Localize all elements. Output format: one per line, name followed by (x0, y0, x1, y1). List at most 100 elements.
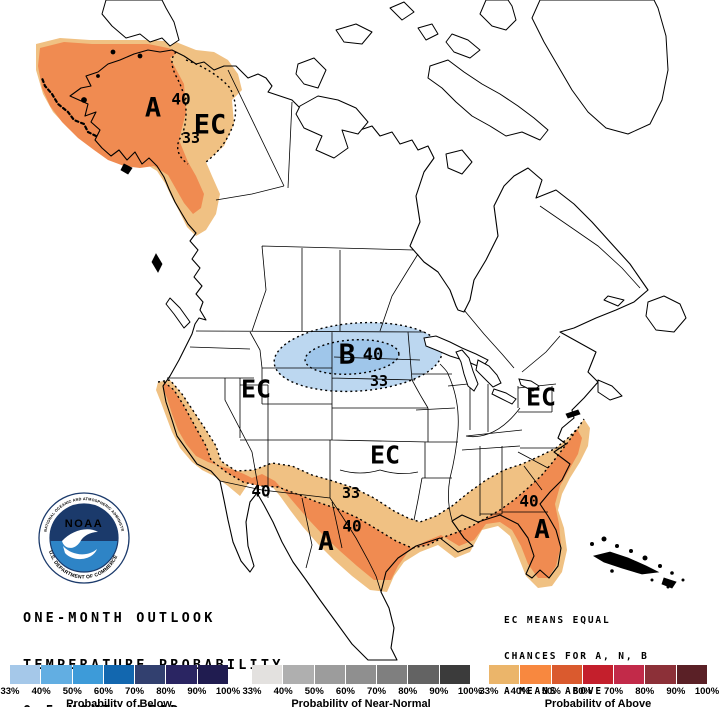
map-label-EC: EC (370, 441, 400, 470)
colorbar-tick-label: 50% (304, 686, 324, 697)
colorbar-segment (377, 665, 408, 684)
colorbar-ticks: 33% 40% 50% 60% 70% 80% 90% 100% (242, 684, 482, 697)
colorbar-segment (676, 665, 707, 684)
colorbar-below: 33% 40% 50% 60% 70% 80% 90% 100% Probability of… (0, 665, 240, 707)
nova-scotia (597, 379, 623, 401)
map-label-EC: EC (194, 110, 227, 141)
colorbar-tick-label: 50% (62, 686, 82, 697)
colorbar-tick-label: 70% (604, 686, 624, 697)
colorbar-segments (10, 665, 228, 684)
mainland-coastline (69, 49, 649, 661)
colorbar-tick-label: 100% (215, 686, 241, 697)
colorbar-tick-label: 100% (694, 686, 719, 697)
map-label-A: A (145, 93, 161, 124)
colorbar-tick-label: 100% (457, 686, 483, 697)
map-label-40: 40 (363, 345, 383, 365)
contour-alaska-40 (171, 51, 189, 165)
colorbar-tick-label: 90% (666, 686, 686, 697)
colorbar-near-normal: 33% 40% 50% 60% 70% 80% 90% 100% Probability of… (242, 665, 482, 707)
colorbar-tick-label: 50% (541, 686, 561, 697)
contour-south-40 (163, 381, 578, 549)
colorbar-segment (72, 665, 103, 684)
colorbar-ticks: 33% 40% 50% 60% 70% 80% 90% 100% (479, 684, 719, 697)
title-line: 0.5 MONTH LEAD (23, 703, 284, 707)
region-south-above-40 (163, 382, 582, 580)
vancouver-island (165, 297, 191, 329)
contour-alaska-33 (185, 59, 237, 163)
region-plains-below-40 (305, 339, 399, 375)
seagull-icon (62, 529, 98, 548)
colorbar-tick-label: 40% (510, 686, 530, 697)
colorbar-tick-label: 90% (187, 686, 207, 697)
colorbar-segments (252, 665, 470, 684)
map-label-A: A (318, 527, 334, 557)
colorbar-segment (551, 665, 582, 684)
map-label-40: 40 (342, 517, 361, 536)
colorbar-tick-label: 80% (156, 686, 176, 697)
legend-note-line: CHANCES FOR A, N, B (504, 650, 649, 662)
colorbar-segment (489, 665, 520, 684)
colorbar-segment (166, 665, 197, 684)
map-label-40: 40 (251, 482, 270, 501)
colorbar-tick-label: 90% (429, 686, 449, 697)
map-label-EC: EC (526, 383, 556, 412)
colorbar-ticks: 33% 40% 50% 60% 70% 80% 90% 100% (0, 684, 240, 697)
aleutian-islands (40, 76, 98, 138)
colorbar-tick-label: 33% (242, 686, 262, 697)
noaa-acronym: NOAA (65, 518, 103, 530)
colorbar-tick-label: 80% (398, 686, 418, 697)
colorbar-segment (614, 665, 645, 684)
state-province-borders (167, 69, 641, 593)
colorbar-tick-label: 60% (335, 686, 355, 697)
colorbar-tick-label: 40% (31, 686, 51, 697)
colorbar-segment (439, 665, 470, 684)
colorbar-segment (103, 665, 135, 684)
map-label-33: 33 (370, 372, 388, 390)
colorbar-segment (252, 665, 283, 684)
colorbar-tick-label: 60% (572, 686, 592, 697)
contour-below-40 (304, 339, 400, 375)
victoria-island (295, 95, 369, 159)
map-label-EC: EC (241, 375, 271, 404)
map-label-A: A (534, 515, 550, 545)
legend-note-block: EC MEANS EQUAL CHANCES FOR A, N, B A MEA… (504, 592, 649, 707)
title-line: ONE-MONTH OUTLOOK (23, 610, 216, 626)
region-alaska-above-40 (38, 42, 204, 214)
colorbar-segment (314, 665, 345, 684)
map-label-33: 33 (342, 484, 360, 502)
legend-note-line: EC MEANS EQUAL (504, 615, 611, 627)
colorbar-tick-label: 40% (273, 686, 293, 697)
map-label-40: 40 (171, 90, 190, 109)
long-island (565, 409, 581, 419)
map-label-33: 33 (182, 129, 200, 147)
colorbar-caption: Probability of Below (66, 698, 172, 707)
colorbar-tick-label: 80% (635, 686, 655, 697)
colorbar-caption: Probability of Above (544, 698, 652, 707)
colorbar-above: 33% 40% 50% 60% 70% 80% 90% 100% Probability of… (479, 665, 719, 707)
legend-note-line: A MEANS ABOVE (504, 685, 604, 697)
cuba (592, 551, 660, 575)
map-label-B: B (339, 338, 356, 371)
colorbar-caption: Probability of Near-Normal (291, 698, 431, 707)
colorbar-segment (41, 665, 72, 684)
colorbar-segment (135, 665, 166, 684)
colorbar-segment (283, 665, 314, 684)
colorbar-tick-label: 70% (367, 686, 387, 697)
contour-south-33 (157, 379, 585, 523)
great-lakes (423, 335, 540, 405)
greenland (531, 0, 669, 135)
colorbar-tick-label: 33% (0, 686, 20, 697)
chukotka (101, 0, 180, 47)
colorbar-segment (197, 665, 228, 684)
colorbar-segment (645, 665, 676, 684)
colorbar-tick-label: 33% (479, 686, 499, 697)
map-label-40: 40 (519, 492, 538, 511)
colorbar-segments (489, 665, 707, 684)
baffin-island (427, 59, 549, 141)
colorbar-segment (10, 665, 41, 684)
colorbar-tick-label: 60% (93, 686, 113, 697)
colorbar-segment (520, 665, 551, 684)
